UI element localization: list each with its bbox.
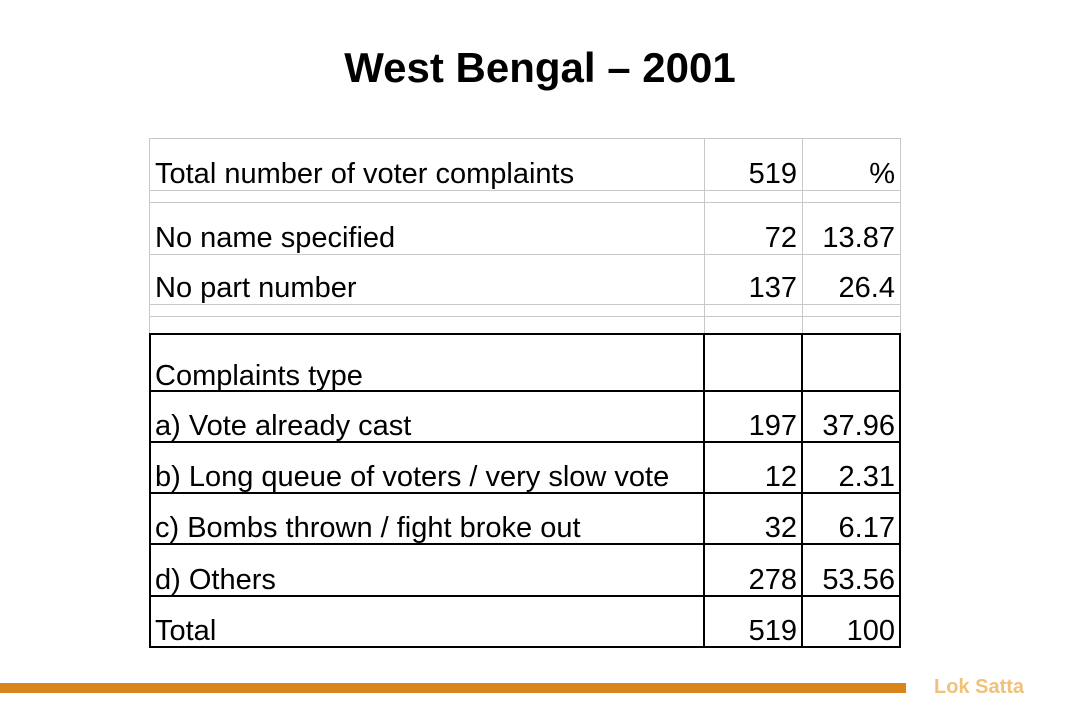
table-divider bbox=[149, 441, 901, 443]
table-row-percent: 37.96 bbox=[822, 410, 895, 442]
total-percent: 100 bbox=[846, 615, 895, 647]
header-percent: % bbox=[869, 158, 895, 190]
header-count: 519 bbox=[748, 158, 797, 190]
table-border-right bbox=[899, 333, 901, 648]
table-row-percent: 26.4 bbox=[838, 272, 895, 304]
table-row-label: d) Others bbox=[155, 564, 276, 596]
table-row-count: 197 bbox=[748, 410, 797, 442]
table-border-left bbox=[149, 138, 150, 333]
table-divider bbox=[149, 543, 901, 545]
brand-logo-text: Lok Satta bbox=[934, 676, 1025, 698]
table-row-percent: 2.31 bbox=[838, 461, 895, 493]
table-row-count: 32 bbox=[764, 512, 797, 544]
table-divider bbox=[149, 316, 901, 317]
complaints-table: Total number of voter complaints 519 % N… bbox=[149, 138, 901, 648]
table-column-divider bbox=[802, 138, 803, 333]
table-row-label: a) Vote already cast bbox=[155, 410, 412, 442]
table-border-left bbox=[149, 333, 151, 648]
table-divider bbox=[149, 304, 901, 305]
table-row-label: b) Long queue of voters / very slow vote bbox=[155, 461, 670, 493]
table-divider bbox=[149, 202, 901, 203]
table-row-percent: 13.87 bbox=[822, 222, 895, 254]
total-label: Total bbox=[155, 615, 217, 647]
table-divider bbox=[149, 190, 901, 191]
table-row-count: 72 bbox=[764, 222, 797, 254]
table-divider bbox=[149, 492, 901, 494]
table-row-percent: 6.17 bbox=[838, 512, 895, 544]
table-divider bbox=[149, 595, 901, 597]
table-row-label: No part number bbox=[155, 272, 357, 304]
table-border-right bbox=[900, 138, 901, 333]
table-divider bbox=[149, 254, 901, 255]
table-row-count: 12 bbox=[764, 461, 797, 493]
page-title: West Bengal – 2001 bbox=[344, 44, 736, 91]
table-row-count: 278 bbox=[748, 564, 797, 596]
table-divider bbox=[149, 390, 901, 392]
section-label: Complaints type bbox=[155, 360, 363, 392]
header-label: Total number of voter complaints bbox=[155, 158, 575, 190]
table-row-label: No name specified bbox=[155, 222, 396, 254]
total-count: 519 bbox=[748, 615, 797, 647]
table-border-bottom bbox=[149, 646, 901, 648]
table-border-top bbox=[149, 138, 901, 139]
table-divider bbox=[149, 333, 901, 335]
footer-accent-bar bbox=[0, 683, 906, 693]
table-row-label: c) Bombs thrown / fight broke out bbox=[155, 512, 581, 544]
table-row-count: 137 bbox=[748, 272, 797, 304]
table-column-divider bbox=[703, 333, 705, 648]
table-row-percent: 53.56 bbox=[822, 564, 895, 596]
table-column-divider bbox=[704, 138, 705, 333]
table-column-divider bbox=[801, 333, 803, 648]
